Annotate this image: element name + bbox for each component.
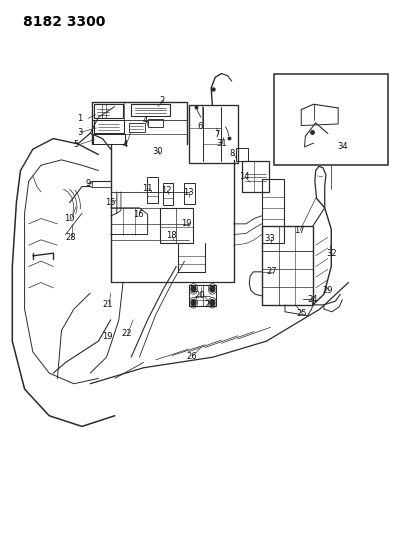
Text: 14: 14 bbox=[238, 173, 249, 181]
Text: 4: 4 bbox=[122, 141, 127, 149]
Bar bbox=[273, 74, 387, 165]
Text: 31: 31 bbox=[216, 140, 226, 148]
Text: 1: 1 bbox=[77, 114, 82, 123]
Text: 27: 27 bbox=[265, 268, 276, 276]
Text: 7: 7 bbox=[214, 130, 220, 139]
Circle shape bbox=[209, 286, 214, 292]
Text: 2: 2 bbox=[159, 96, 164, 104]
Text: 16: 16 bbox=[133, 210, 144, 219]
Bar bbox=[241, 161, 268, 192]
Bar bbox=[146, 177, 158, 203]
Bar bbox=[189, 105, 237, 163]
Bar bbox=[129, 123, 144, 132]
Text: 24: 24 bbox=[306, 295, 317, 304]
Bar bbox=[93, 134, 124, 144]
Text: 11: 11 bbox=[142, 184, 153, 192]
Bar bbox=[131, 104, 170, 116]
Text: 19: 19 bbox=[181, 220, 191, 228]
Bar bbox=[261, 226, 312, 305]
Text: 25: 25 bbox=[295, 309, 306, 318]
Text: 8: 8 bbox=[229, 149, 235, 158]
Text: 32: 32 bbox=[325, 249, 336, 257]
Bar bbox=[261, 179, 283, 243]
Text: 23: 23 bbox=[204, 301, 215, 309]
Text: 4: 4 bbox=[143, 117, 148, 125]
Circle shape bbox=[191, 300, 196, 306]
Text: 21: 21 bbox=[102, 301, 112, 309]
Text: 29: 29 bbox=[322, 286, 333, 295]
Bar bbox=[235, 148, 247, 161]
Text: 26: 26 bbox=[186, 352, 197, 360]
Bar bbox=[163, 183, 173, 205]
Text: 18: 18 bbox=[166, 231, 176, 240]
Text: 8182 3300: 8182 3300 bbox=[22, 15, 105, 29]
Bar bbox=[94, 104, 123, 118]
Text: 19: 19 bbox=[102, 333, 112, 341]
Bar bbox=[147, 119, 163, 127]
Text: 6: 6 bbox=[197, 123, 202, 131]
Text: 3: 3 bbox=[77, 128, 83, 136]
Bar bbox=[184, 183, 194, 204]
Circle shape bbox=[209, 300, 214, 306]
Bar bbox=[94, 120, 124, 133]
Text: 15: 15 bbox=[105, 198, 116, 207]
Text: 30: 30 bbox=[152, 147, 163, 156]
Text: 17: 17 bbox=[293, 226, 304, 235]
Text: 12: 12 bbox=[160, 187, 171, 195]
Bar bbox=[160, 208, 192, 243]
Text: 5: 5 bbox=[73, 141, 78, 149]
Text: 9: 9 bbox=[85, 180, 90, 188]
Text: 20: 20 bbox=[194, 292, 205, 300]
Circle shape bbox=[191, 286, 196, 292]
Bar bbox=[189, 285, 216, 306]
Text: 22: 22 bbox=[121, 329, 131, 337]
Text: 10: 10 bbox=[63, 214, 74, 223]
Text: 28: 28 bbox=[65, 233, 76, 241]
Text: 33: 33 bbox=[264, 235, 274, 243]
Text: 13: 13 bbox=[183, 189, 193, 197]
Text: 34: 34 bbox=[336, 142, 347, 150]
